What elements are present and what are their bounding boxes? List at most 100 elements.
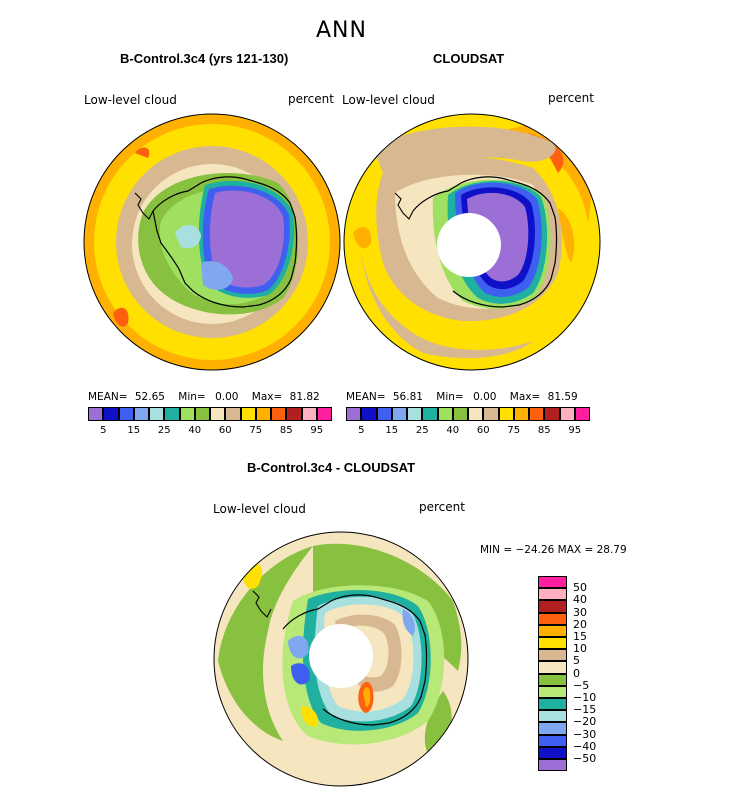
colorbar-tick-label: −15 (573, 703, 597, 717)
colorbar-swatch (538, 759, 567, 772)
colorbar-tick-label: −20 (573, 715, 597, 729)
colorbar-tick-label: 5 (573, 654, 580, 668)
colorbar-tick-label: 25 (415, 425, 429, 436)
difference-title: B-Control.3c4 - CLOUDSAT (247, 460, 416, 475)
colorbar-swatch (179, 407, 195, 421)
colorbar-swatch (407, 407, 423, 421)
colorbar-tick-label: −10 (573, 691, 597, 704)
colorbar-swatch (538, 698, 567, 711)
panel-2-stats: MEAN= 56.81 Min= 0.00 Max= 81.59 (346, 391, 578, 403)
colorbar-swatch (538, 734, 567, 747)
colorbar-tick-label: −40 (573, 739, 597, 753)
panel-2-polar-map (343, 113, 601, 371)
colorbar-tick-label: 40 (446, 425, 460, 436)
colorbar-swatch (538, 649, 567, 662)
difference-units-label: percent (419, 500, 465, 514)
colorbar-tick-label: 5 (100, 425, 107, 436)
min-value: 0.00 (473, 391, 497, 403)
colorbar-swatch (513, 407, 529, 421)
colorbar-swatch (544, 407, 560, 421)
panel-2-variable-label: Low-level cloud (342, 93, 435, 107)
max-value: 81.59 (547, 391, 578, 403)
colorbar-tick-label: 60 (476, 425, 490, 436)
colorbar-swatch (538, 612, 567, 625)
colorbar-tick-label: −30 (573, 727, 597, 741)
panel-2-title: CLOUDSAT (433, 51, 505, 66)
panel-2-colorbar (346, 407, 590, 421)
colorbar-swatch (538, 576, 567, 589)
max-value: 81.82 (289, 391, 320, 403)
colorbar-swatch (346, 407, 362, 421)
panel-1-units-label: percent (288, 92, 334, 106)
difference-minmax: MIN = −24.26 MAX = 28.79 (480, 544, 627, 556)
min-label: Min= (436, 391, 464, 403)
colorbar-swatch (210, 407, 226, 421)
colorbar-swatch (271, 407, 287, 421)
mean-label: MEAN= (88, 391, 128, 403)
max-label: Max= (509, 391, 541, 403)
colorbar-tick-label: 85 (537, 425, 551, 436)
mean-label: MEAN= (346, 391, 386, 403)
colorbar-swatch (103, 407, 119, 421)
colorbar-swatch (538, 673, 567, 686)
colorbar-swatch (286, 407, 302, 421)
mean-value: 52.65 (134, 391, 165, 403)
colorbar-swatch (538, 685, 567, 698)
panel-1-polar-map (83, 113, 341, 371)
colorbar-swatch (240, 407, 256, 421)
colorbar-swatch (538, 600, 567, 613)
colorbar-swatch (422, 407, 438, 421)
colorbar-swatch (483, 407, 499, 421)
colorbar-swatch (391, 407, 407, 421)
colorbar-tick-label: 60 (218, 425, 232, 436)
min-value: 0.00 (215, 391, 239, 403)
colorbar-swatch (194, 407, 210, 421)
panel-1-colorbar (88, 407, 332, 421)
colorbar-tick-label: 20 (573, 617, 587, 631)
colorbar-swatch (538, 710, 567, 723)
colorbar-swatch (529, 407, 545, 421)
colorbar-swatch (225, 407, 241, 421)
colorbar-tick-label: 15 (573, 630, 587, 643)
colorbar-tick-label: 95 (310, 425, 324, 436)
colorbar-tick-label: 10 (573, 642, 587, 656)
colorbar-tick-label: 30 (573, 605, 587, 619)
panel-2-units-label: percent (548, 91, 594, 105)
colorbar-tick-label: 50 (573, 581, 587, 595)
colorbar-tick-label: −50 (573, 752, 597, 765)
min-label: Min= (178, 391, 206, 403)
colorbar-tick-label: 75 (249, 425, 263, 436)
colorbar-swatch (149, 407, 165, 421)
colorbar-tick-label: 95 (568, 425, 582, 436)
season-title: ANN (316, 18, 367, 43)
panel-1-stats: MEAN= 52.65 Min= 0.00 Max= 81.82 (88, 391, 320, 403)
colorbar-tick-label: 40 (188, 425, 202, 436)
colorbar-swatch (538, 722, 567, 735)
colorbar-swatch (498, 407, 514, 421)
colorbar-tick-label: −5 (573, 678, 590, 692)
colorbar-swatch (538, 661, 567, 674)
colorbar-tick-label: 40 (573, 593, 587, 607)
colorbar-swatch (164, 407, 180, 421)
colorbar-tick-label: 85 (279, 425, 293, 436)
colorbar-tick-label: 0 (573, 666, 580, 680)
mean-value: 56.81 (392, 391, 423, 403)
colorbar-tick-label: 15 (385, 425, 399, 436)
colorbar-tick-label: 25 (157, 425, 171, 436)
colorbar-swatch (538, 624, 567, 637)
colorbar-swatch (538, 588, 567, 601)
colorbar-swatch (361, 407, 377, 421)
colorbar-swatch (468, 407, 484, 421)
colorbar-tick-label: 75 (507, 425, 521, 436)
colorbar-swatch (574, 407, 590, 421)
colorbar-tick-label: 5 (358, 425, 365, 436)
colorbar-swatch (538, 637, 567, 650)
colorbar-swatch (376, 407, 392, 421)
colorbar-tick-label: 15 (127, 425, 141, 436)
max-label: Max= (251, 391, 283, 403)
colorbar-swatch (255, 407, 271, 421)
colorbar-swatch (316, 407, 332, 421)
colorbar-swatch (118, 407, 134, 421)
panel-1-variable-label: Low-level cloud (84, 93, 177, 107)
colorbar-swatch (559, 407, 575, 421)
